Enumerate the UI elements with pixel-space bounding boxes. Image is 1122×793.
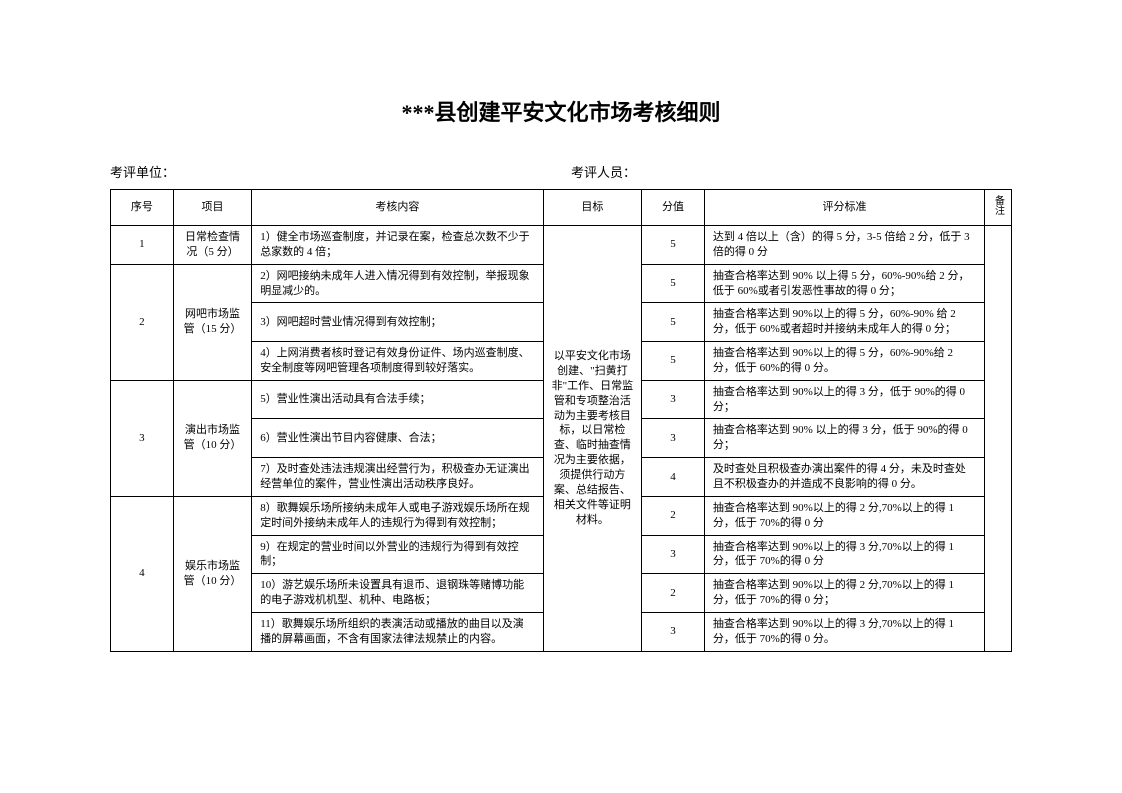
score-cell: 2 [642,574,705,613]
criteria-cell: 达到 4 倍以上（含）的得 5 分，3-5 倍给 2 分，低于 3 倍的得 0 … [704,226,984,265]
content-cell: 1）健全市场巡查制度，并记录在案，检查总次数不少于总家数的 4 倍； [252,226,543,265]
content-cell: 8）歌舞娱乐场所接纳未成年人或电子游戏娱乐场所在规定时间外接纳未成年人的违规行为… [252,496,543,535]
page-title: ***县创建平安文化市场考核细则 [110,95,1012,127]
note-cell [985,226,1012,652]
table-row: 1 日常检查情况（5 分） 1）健全市场巡查制度，并记录在案，检查总次数不少于总… [111,226,1012,265]
score-cell: 3 [642,380,705,419]
score-cell: 3 [642,535,705,574]
score-cell: 5 [642,342,705,381]
project-cell: 网吧市场监管（15 分） [173,264,251,380]
criteria-cell: 抽查合格率达到 90%以上的得 2 分,70%以上的得 1 分，低于 70%的得… [704,574,984,613]
header-note: 备注 [985,190,1012,226]
project-cell: 娱乐市场监管（10 分） [173,496,251,651]
score-cell: 5 [642,264,705,303]
header-criteria: 评分标准 [704,190,984,226]
criteria-cell: 抽查合格率达到 90%以上的得 3 分，低于 90%的得 0 分； [704,380,984,419]
seq-cell: 1 [111,226,174,265]
score-cell: 5 [642,303,705,342]
criteria-cell: 抽查合格率达到 90%以上的得 3 分,70%以上的得 1 分，低于 70%的得… [704,535,984,574]
content-cell: 6）营业性演出节目内容健康、合法； [252,419,543,458]
header-seq: 序号 [111,190,174,226]
header-target: 目标 [543,190,642,226]
content-cell: 5）营业性演出活动具有合法手续； [252,380,543,419]
content-cell: 4）上网消费者核时登记有效身份证件、场内巡查制度、安全制度等网吧管理各项制度得到… [252,342,543,381]
header-score: 分值 [642,190,705,226]
target-cell: 以平安文化市场创建、"扫黄打非"工作、日常监管和专项整治活动为主要考核目标，以日… [543,226,642,652]
content-cell: 3）网吧超时营业情况得到有效控制； [252,303,543,342]
criteria-cell: 抽查合格率达到 90%以上的得 2 分,70%以上的得 1 分，低于 70%的得… [704,496,984,535]
content-cell: 9）在规定的营业时间以外营业的违规行为得到有效控制； [252,535,543,574]
criteria-cell: 抽查合格率达到 90% 以上得 5 分，60%-90%给 2 分，低于 60%或… [704,264,984,303]
project-cell: 日常检查情况（5 分） [173,226,251,265]
score-cell: 4 [642,458,705,497]
score-cell: 3 [642,612,705,651]
criteria-cell: 抽查合格率达到 90%以上的得 5 分，60%-90% 给 2 分，低于 60%… [704,303,984,342]
criteria-cell: 抽查合格率达到 90%以上的得 3 分,70%以上的得 1 分，低于 70%的得… [704,612,984,651]
header-content: 考核内容 [252,190,543,226]
staff-label: 考评人员： [551,162,1012,181]
table-header-row: 序号 项目 考核内容 目标 分值 评分标准 备注 [111,190,1012,226]
assessment-table: 序号 项目 考核内容 目标 分值 评分标准 备注 1 日常检查情况（5 分） 1… [110,189,1012,652]
content-cell: 2）网吧接纳未成年人进入情况得到有效控制，举报现象明显减少的。 [252,264,543,303]
score-cell: 2 [642,496,705,535]
seq-cell: 3 [111,380,174,496]
seq-cell: 4 [111,496,174,651]
criteria-cell: 及时查处且积极查办演出案件的得 4 分，未及时查处且不积极查办的并造成不良影响的… [704,458,984,497]
content-cell: 7）及时查处违法违规演出经营行为，积极查办无证演出经营单位的案件，营业性演出活动… [252,458,543,497]
header-project: 项目 [173,190,251,226]
header-row: 考评单位： 考评人员： [110,162,1012,181]
content-cell: 11）歌舞娱乐场所组织的表演活动或播放的曲目以及演播的屏幕画面，不含有国家法律法… [252,612,543,651]
score-cell: 5 [642,226,705,265]
project-cell: 演出市场监管（10 分） [173,380,251,496]
criteria-cell: 抽查合格率达到 90%以上的得 5 分，60%-90%给 2 分，低于 60%的… [704,342,984,381]
criteria-cell: 抽查合格率达到 90% 以上的得 3 分，低于 90%的得 0 分； [704,419,984,458]
unit-label: 考评单位： [110,162,551,181]
content-cell: 10）游艺娱乐场所未设置具有退币、退钢珠等赌博功能的电子游戏机机型、机种、电路板… [252,574,543,613]
score-cell: 3 [642,419,705,458]
seq-cell: 2 [111,264,174,380]
